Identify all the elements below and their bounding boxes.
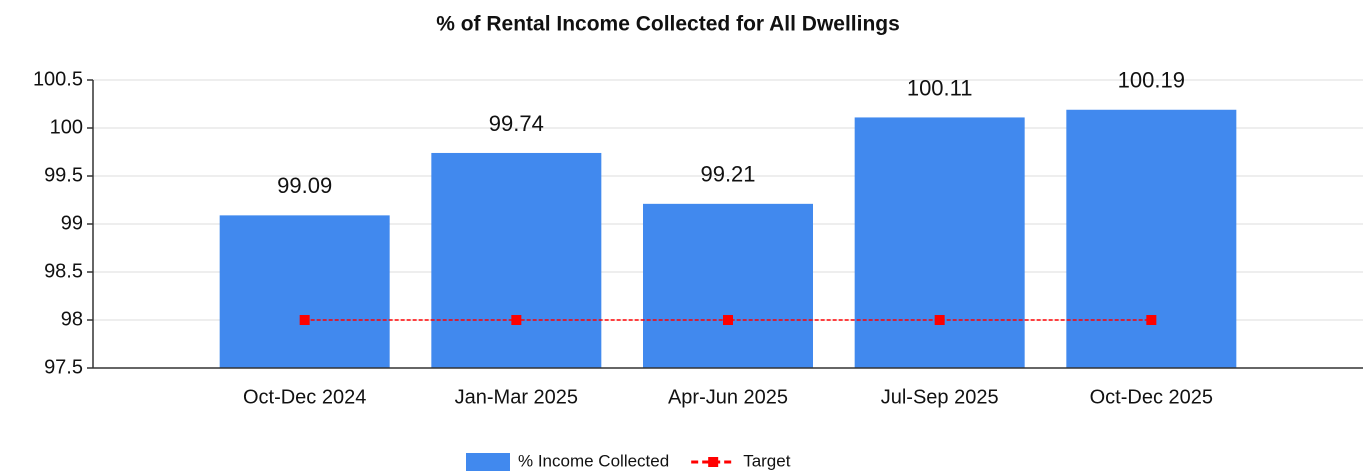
x-tick-label: Oct-Dec 2025 bbox=[1090, 386, 1213, 408]
y-tick-label: 100.5 bbox=[33, 68, 83, 90]
legend-label: Target bbox=[743, 451, 791, 470]
target-marker bbox=[511, 315, 522, 325]
bar bbox=[854, 117, 1025, 368]
y-tick-label: 99.5 bbox=[44, 164, 83, 186]
bar bbox=[1066, 109, 1237, 368]
y-tick-label: 97.5 bbox=[44, 356, 83, 378]
y-tick-label: 98.5 bbox=[44, 260, 83, 282]
target-marker bbox=[1146, 315, 1157, 325]
legend: % Income Collected Target bbox=[466, 451, 791, 471]
data-label: 100.19 bbox=[1118, 68, 1185, 93]
data-label: 99.21 bbox=[700, 162, 755, 187]
x-tick-label: Oct-Dec 2024 bbox=[243, 386, 366, 408]
target-marker bbox=[934, 315, 945, 325]
x-tick-label: Jul-Sep 2025 bbox=[881, 386, 999, 408]
chart-title: % of Rental Income Collected for All Dwe… bbox=[436, 13, 900, 36]
y-tick-label: 99 bbox=[61, 212, 83, 234]
data-label: 99.09 bbox=[277, 173, 332, 198]
bar bbox=[643, 203, 813, 368]
target-marker bbox=[723, 315, 733, 325]
bar bbox=[431, 152, 602, 368]
data-label: 100.11 bbox=[907, 75, 973, 100]
legend-marker bbox=[708, 457, 719, 467]
data-label: 99.74 bbox=[489, 111, 544, 136]
y-tick-label: 98 bbox=[61, 308, 83, 330]
bar bbox=[219, 215, 390, 368]
legend-label: % Income Collected bbox=[518, 451, 669, 470]
target-marker bbox=[299, 315, 310, 325]
x-tick-label: Apr-Jun 2025 bbox=[668, 386, 788, 408]
x-tick-label: Jan-Mar 2025 bbox=[455, 386, 578, 408]
y-tick-label: 100 bbox=[50, 116, 83, 138]
legend-swatch bbox=[466, 453, 510, 471]
